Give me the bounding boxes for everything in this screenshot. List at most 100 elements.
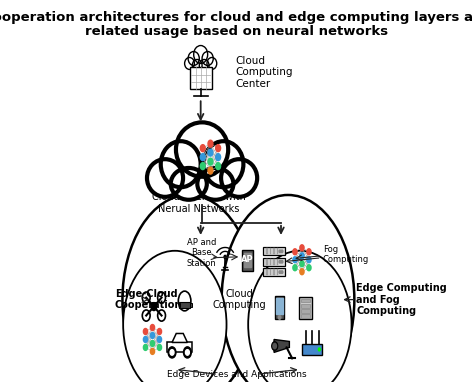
Circle shape [272,342,278,350]
Circle shape [144,337,147,342]
Circle shape [279,271,281,273]
Circle shape [185,350,189,355]
Bar [167,342,192,352]
Text: Edge-Cloud
Cooperation: Edge-Cloud Cooperation [115,289,182,310]
Bar [277,259,278,265]
Bar [301,299,310,303]
Bar [264,258,285,265]
Circle shape [293,265,297,271]
Circle shape [183,347,191,358]
Bar [190,303,192,307]
Ellipse shape [178,291,191,311]
Circle shape [170,350,174,355]
Bar [301,304,310,308]
Bar [190,67,212,89]
Bar [266,259,268,265]
Ellipse shape [184,57,194,69]
Ellipse shape [222,195,355,383]
Circle shape [300,253,304,259]
Bar [273,249,275,254]
Circle shape [150,349,155,354]
Text: AP: AP [241,255,254,264]
Circle shape [278,316,281,319]
Ellipse shape [197,168,233,200]
Ellipse shape [207,57,217,69]
Circle shape [307,249,311,255]
Circle shape [293,257,297,263]
Circle shape [279,260,281,263]
Circle shape [144,344,147,350]
Circle shape [208,149,213,156]
Ellipse shape [161,141,201,187]
Text: Cooperation architectures for cloud and edge computing layers and: Cooperation architectures for cloud and … [0,11,474,24]
Ellipse shape [176,122,228,177]
Text: Edge Computing
and Fog
Computing: Edge Computing and Fog Computing [356,283,447,316]
Ellipse shape [147,159,183,197]
Bar [277,249,278,254]
Bar [264,247,285,255]
Text: Cloud
Computing: Cloud Computing [212,289,266,310]
Polygon shape [172,334,187,342]
Ellipse shape [202,51,213,65]
Circle shape [300,269,304,275]
Text: AP and
Base
Station: AP and Base Station [186,238,216,268]
Bar [277,269,278,275]
Bar [270,259,271,265]
Circle shape [216,154,220,160]
Circle shape [208,167,213,174]
Bar [266,249,268,254]
Circle shape [150,332,155,339]
Circle shape [157,329,162,334]
Ellipse shape [221,159,257,197]
Bar [244,253,251,267]
Bar [301,309,310,313]
Bar [270,249,271,254]
Bar [266,269,268,275]
Bar [273,259,275,265]
Bar [275,296,284,319]
Circle shape [151,303,157,311]
Circle shape [293,249,297,255]
Circle shape [307,265,311,271]
Circle shape [157,344,162,350]
Circle shape [216,145,220,152]
Polygon shape [274,339,290,352]
Circle shape [281,260,283,263]
Bar [276,298,283,314]
Bar [179,302,190,308]
Text: Fog
Computing: Fog Computing [323,245,369,265]
Bar [299,296,312,319]
Circle shape [300,245,304,251]
Text: Cloud
Computing
Center: Cloud Computing Center [236,56,293,89]
Bar [273,269,275,275]
Ellipse shape [199,59,209,72]
Circle shape [281,250,283,253]
Circle shape [279,250,281,253]
Circle shape [201,154,205,160]
Bar [242,250,253,271]
Circle shape [319,348,320,351]
Ellipse shape [194,46,208,64]
Circle shape [300,261,304,267]
Bar [270,269,271,275]
Circle shape [281,271,283,273]
Bar [301,314,310,318]
Circle shape [216,163,220,170]
Text: Cloud Internet with
Nerual Networks: Cloud Internet with Nerual Networks [152,192,246,214]
Ellipse shape [171,168,207,200]
Circle shape [157,337,162,342]
Circle shape [144,329,147,334]
Ellipse shape [188,51,199,65]
Circle shape [307,257,311,263]
Circle shape [201,145,205,152]
Circle shape [201,163,205,170]
Circle shape [224,255,226,259]
Ellipse shape [192,59,202,72]
Ellipse shape [122,195,255,383]
Ellipse shape [203,141,243,187]
Circle shape [168,347,176,358]
Circle shape [273,344,276,349]
Circle shape [150,340,155,347]
Circle shape [208,158,213,165]
Ellipse shape [248,251,352,383]
